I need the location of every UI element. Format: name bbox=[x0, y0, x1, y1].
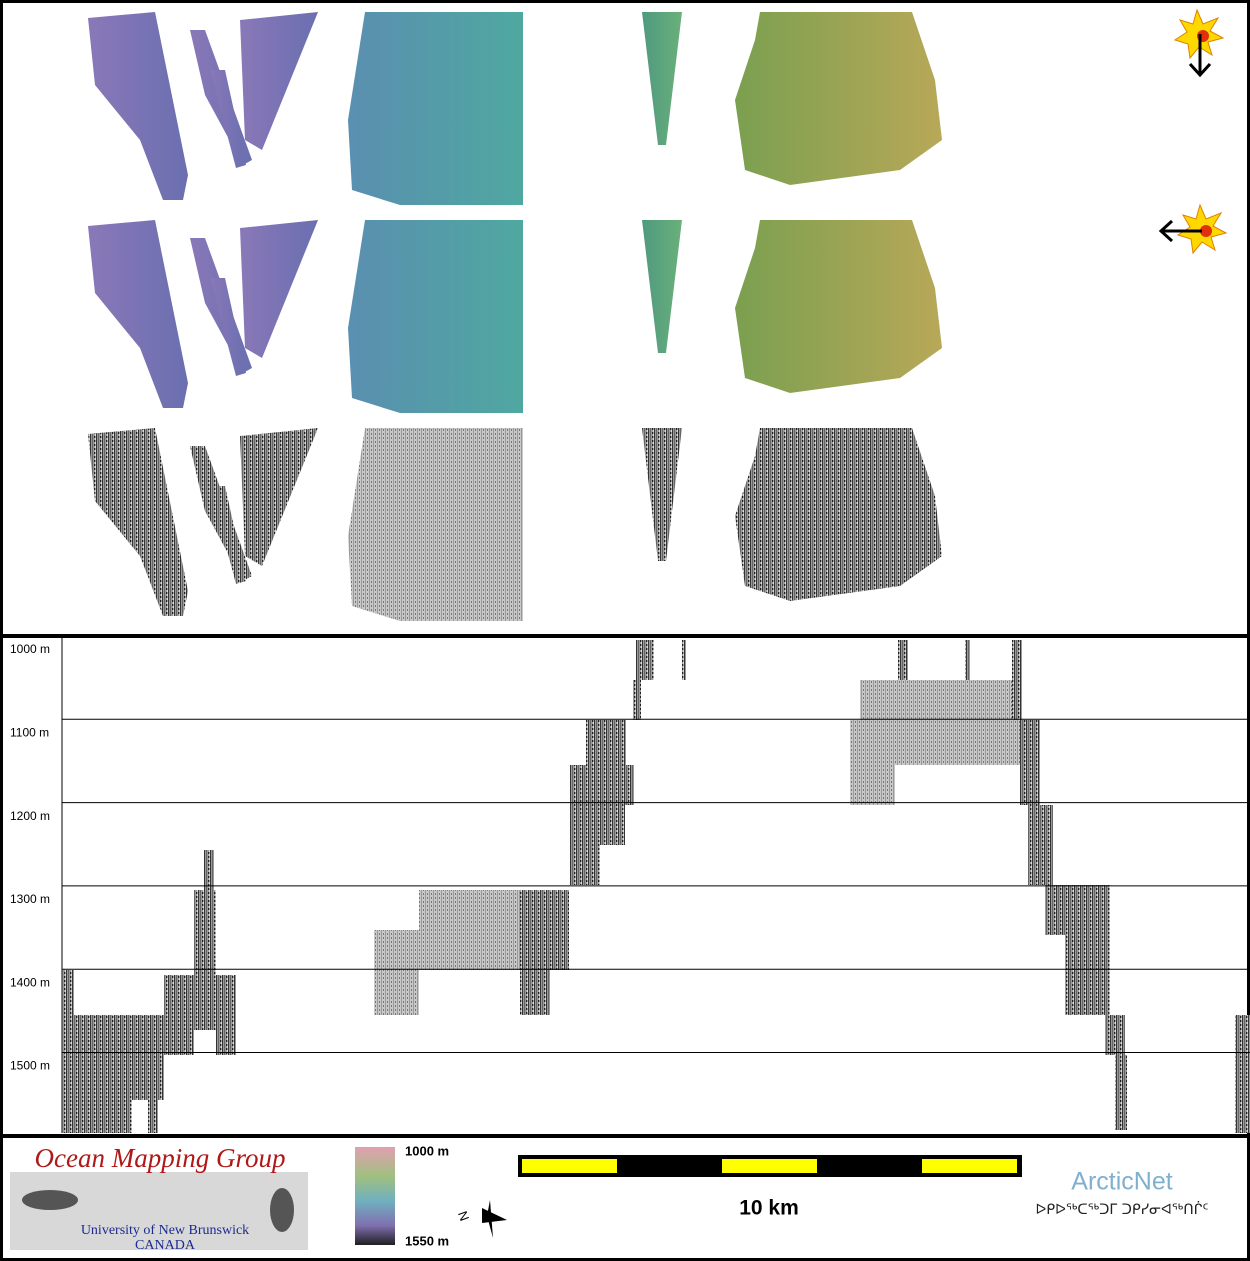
logo-shape bbox=[22, 1190, 78, 1210]
scale-bar-label: 10 km bbox=[739, 1197, 799, 1220]
scale-bar-segment bbox=[722, 1159, 817, 1173]
sun-icon-north bbox=[1173, 8, 1225, 78]
backscatter-row bbox=[88, 428, 942, 621]
sounding-block bbox=[164, 975, 194, 1055]
logo-shape bbox=[270, 1188, 294, 1232]
sounding-block bbox=[89, 1015, 114, 1100]
sounding-block bbox=[570, 765, 634, 805]
sounding-block bbox=[1020, 720, 1040, 805]
colorbar-label: 1550 m bbox=[405, 1233, 449, 1248]
sounding-block bbox=[62, 1100, 132, 1133]
sounding-block bbox=[204, 850, 214, 900]
sounding-block bbox=[898, 640, 908, 680]
sounding-block bbox=[965, 640, 970, 680]
arcticnet-logo: ArcticNet ᐅᑭᐅᖅᑕᖅᑐᒥ ᑐᑭᓯᓂᐊᖅᑎᒌᑦ bbox=[1036, 1168, 1209, 1218]
depth-label-bg bbox=[4, 641, 60, 659]
sounding-block bbox=[633, 680, 641, 720]
depth-label-bg bbox=[4, 974, 60, 993]
relief-row-2 bbox=[88, 220, 942, 413]
depth-label-bg bbox=[4, 1057, 60, 1076]
sounding-block bbox=[1028, 805, 1053, 885]
scale-bar-segment bbox=[522, 1159, 617, 1173]
logo-line: CANADA bbox=[135, 1238, 196, 1253]
colorbar-label: 1000 m bbox=[405, 1143, 449, 1158]
sounding-block bbox=[1012, 640, 1022, 720]
depth-label-bg bbox=[4, 807, 60, 826]
omg-logo: Ocean Mapping Group University of New Br… bbox=[10, 1143, 308, 1253]
logo-line: University of New Brunswick bbox=[81, 1223, 249, 1238]
sounding-block bbox=[1115, 1055, 1127, 1130]
depth-label: 1500 m bbox=[10, 1059, 50, 1073]
sounding-block bbox=[1105, 1015, 1125, 1055]
sounding-block bbox=[374, 930, 419, 1015]
sounding-block bbox=[1065, 935, 1110, 1015]
depth-label: 1400 m bbox=[10, 975, 50, 989]
colorbar: 1000 m 1550 m bbox=[355, 1143, 449, 1248]
sounding-block bbox=[194, 890, 216, 1030]
depth-profile: 1000 m 1100 m 1200 m 1300 m 1400 m 1500 m bbox=[4, 638, 1250, 1133]
logo-title: Ocean Mapping Group bbox=[35, 1143, 286, 1173]
logo-background bbox=[10, 1172, 308, 1250]
relief-row-1 bbox=[88, 12, 942, 205]
sounding-block bbox=[850, 720, 895, 805]
depth-label-bg bbox=[4, 890, 60, 909]
compass: N bbox=[455, 1200, 507, 1238]
depth-label: 1200 m bbox=[10, 809, 50, 823]
compass-label: N bbox=[455, 1209, 472, 1223]
sounding-block bbox=[520, 970, 550, 1015]
sounding-block bbox=[519, 890, 569, 970]
sounding-block bbox=[682, 640, 686, 680]
sun-icon-west bbox=[1158, 203, 1228, 255]
depth-label: 1000 m bbox=[10, 642, 50, 656]
sounding-block bbox=[419, 890, 519, 970]
sounding-block bbox=[860, 680, 900, 720]
sounding-block bbox=[1235, 1015, 1250, 1133]
sounding-block bbox=[114, 1015, 164, 1100]
sounding-block bbox=[1045, 885, 1110, 935]
sounding-block bbox=[216, 975, 236, 1055]
colorbar-ramp bbox=[355, 1147, 395, 1245]
depth-label: 1100 m bbox=[10, 725, 49, 739]
sounding-block bbox=[62, 970, 74, 1130]
depth-label-bg bbox=[4, 724, 60, 743]
logo-subtitle: ᐅᑭᐅᖅᑕᖅᑐᒥ ᑐᑭᓯᓂᐊᖅᑎᒌᑦ bbox=[1036, 1201, 1209, 1218]
sounding-block bbox=[895, 680, 1020, 765]
sounding-block bbox=[586, 720, 626, 770]
scale-bar-segment bbox=[922, 1159, 1017, 1173]
logo-title: ArcticNet bbox=[1071, 1168, 1172, 1196]
depth-label: 1300 m bbox=[10, 892, 50, 906]
sounding-block bbox=[148, 1100, 158, 1133]
scale-bar: 10 km bbox=[518, 1155, 1022, 1220]
sounding-block bbox=[600, 805, 625, 845]
sounding-block bbox=[570, 805, 600, 885]
sounding-block bbox=[636, 640, 654, 680]
